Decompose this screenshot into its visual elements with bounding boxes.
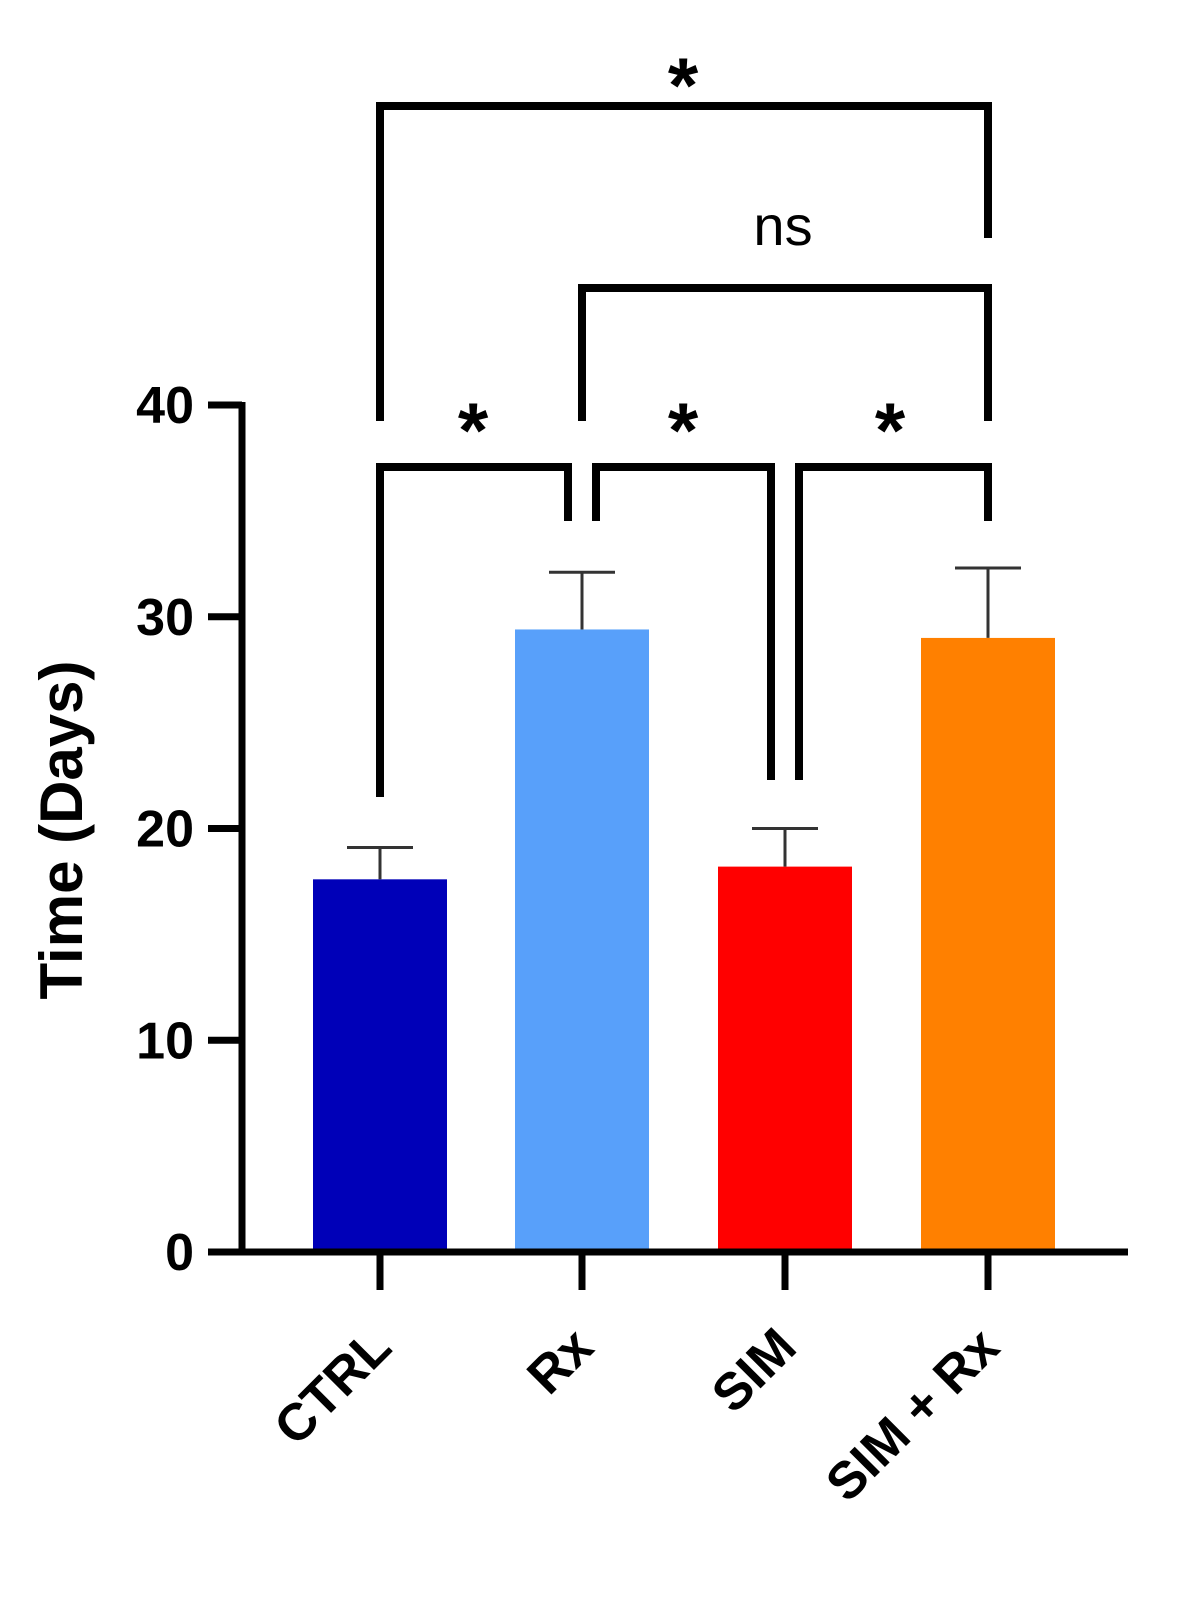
bar (313, 879, 447, 1249)
significance-label: * (668, 386, 699, 474)
significance-label: * (668, 41, 699, 129)
y-tick-label: 40 (136, 377, 194, 435)
significance-label: ns (753, 194, 812, 257)
y-tick-label: 0 (165, 1224, 194, 1282)
bar (718, 866, 852, 1249)
y-tick-label: 20 (136, 801, 194, 859)
x-category-label: SIM + Rx (815, 1317, 1010, 1512)
significance-bracket (795, 463, 992, 780)
y-ticks: 0 10 20 30 40 (136, 377, 242, 1282)
x-category-label: SIM (701, 1317, 807, 1423)
bar (515, 629, 649, 1249)
error-bars (347, 566, 1021, 880)
significance-bracket (592, 463, 775, 780)
significance-brackets: * * * ns * (376, 41, 992, 797)
bars (313, 629, 1055, 1249)
significance-label: * (875, 386, 906, 474)
y-axis-title: Time (Days) (28, 660, 95, 999)
significance-bracket (376, 102, 992, 421)
y-tick-label: 10 (136, 1012, 194, 1070)
significance-bracket (578, 284, 992, 421)
significance-label: * (458, 386, 489, 474)
y-tick-label: 30 (136, 589, 194, 647)
x-ticks: CTRL Rx SIM SIM + Rx (263, 1252, 1011, 1513)
x-category-label: Rx (516, 1317, 604, 1405)
bar (921, 637, 1055, 1249)
x-category-label: CTRL (263, 1317, 402, 1456)
significance-bracket (376, 463, 572, 797)
